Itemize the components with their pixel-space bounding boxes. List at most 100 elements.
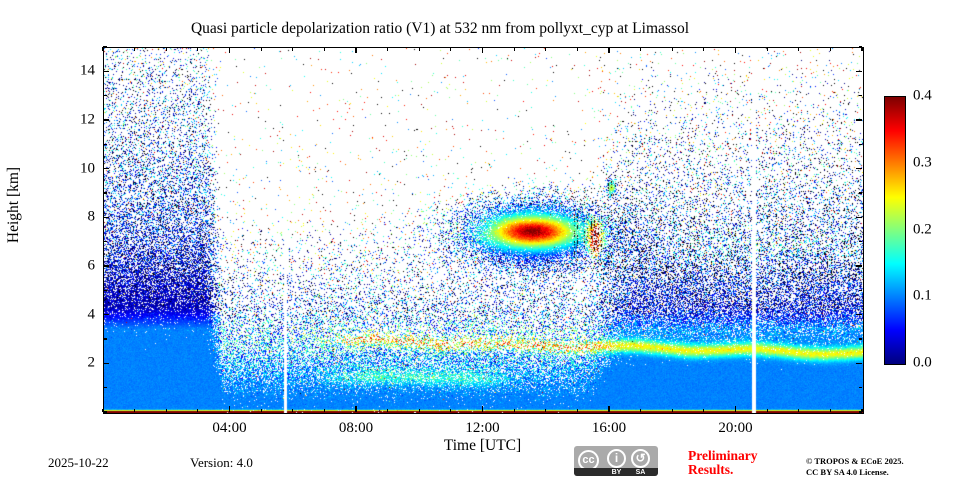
y-tick-label: 8 <box>87 208 96 225</box>
x-tick-minor <box>260 47 262 51</box>
x-tick-mark <box>228 47 231 53</box>
preliminary-line-1: Preliminary <box>688 448 758 463</box>
x-tick-minor <box>102 408 104 412</box>
x-tick-minor <box>418 408 420 412</box>
y-tick-mark <box>856 362 862 365</box>
x-tick-minor <box>165 408 167 412</box>
y-tick-label: 2 <box>87 354 96 371</box>
y-tick-minor <box>858 387 862 389</box>
x-tick-minor <box>387 47 389 51</box>
x-tick-minor <box>134 408 136 412</box>
x-tick-minor <box>640 47 642 51</box>
x-tick-minor <box>450 408 452 412</box>
x-tick-minor <box>576 408 578 412</box>
page-title: Quasi particle depolarization ratio (V1)… <box>190 20 690 37</box>
heatmap-canvas <box>104 48 863 413</box>
y-tick-minor <box>858 411 862 413</box>
x-tick-minor <box>766 408 768 412</box>
x-tick-minor <box>323 47 325 51</box>
y-tick-minor <box>858 192 862 194</box>
y-tick-label: 4 <box>87 306 96 323</box>
colorbar-tick-label: 0.0 <box>913 354 932 371</box>
x-tick-minor <box>861 47 863 51</box>
footer-date: 2025-10-22 <box>48 455 109 470</box>
x-tick-mark <box>734 47 737 53</box>
y-axis-label: Height [km] <box>5 166 23 244</box>
cc-badge-strip <box>574 468 658 476</box>
x-tick-minor <box>165 47 167 51</box>
x-tick-label: 16:00 <box>591 420 627 436</box>
x-tick-minor <box>197 408 199 412</box>
copyright-notice: © TROPOS & ECoE 2025. CC BY SA 4.0 Licen… <box>806 456 904 478</box>
y-tick-label: 12 <box>80 111 95 128</box>
x-tick-label: 08:00 <box>338 420 374 436</box>
cc-logo-text: cc <box>582 454 595 466</box>
cc-sa-label: SA <box>635 469 646 476</box>
y-tick-minor <box>103 46 107 48</box>
x-tick-minor <box>545 47 547 51</box>
y-tick-minor <box>858 241 862 243</box>
y-tick-minor <box>858 289 862 291</box>
y-tick-minor <box>103 95 107 97</box>
y-tick-minor <box>858 338 862 340</box>
cc-by-label: BY <box>611 469 622 476</box>
y-tick-minor <box>103 338 107 340</box>
y-tick-minor <box>858 95 862 97</box>
colorbar <box>884 96 906 365</box>
colorbar-tick-label: 0.4 <box>913 87 932 104</box>
y-tick-mark <box>856 216 862 219</box>
copyright-line-1: © TROPOS & ECoE 2025. <box>806 456 904 466</box>
x-tick-mark <box>481 47 484 53</box>
y-tick-minor <box>103 387 107 389</box>
y-tick-mark <box>856 265 862 267</box>
y-tick-mark <box>856 119 862 121</box>
y-tick-label: 14 <box>80 62 95 79</box>
x-tick-minor <box>798 408 800 412</box>
y-tick-mark <box>856 167 862 170</box>
x-tick-mark <box>355 47 357 53</box>
x-tick-minor <box>671 408 673 412</box>
y-tick-mark <box>103 362 109 365</box>
y-tick-label: 6 <box>87 257 96 274</box>
y-tick-mark <box>103 265 109 267</box>
y-tick-minor <box>103 241 107 243</box>
x-tick-minor <box>134 47 136 51</box>
x-tick-mark <box>228 406 231 412</box>
x-tick-minor <box>829 47 831 51</box>
x-tick-minor <box>292 47 294 51</box>
x-tick-mark <box>734 406 737 412</box>
copyright-line-2: CC BY SA 4.0 License. <box>806 467 889 477</box>
y-tick-minor <box>103 289 107 291</box>
y-tick-mark <box>856 313 862 316</box>
x-tick-minor <box>545 408 547 412</box>
y-tick-mark <box>103 313 109 316</box>
colorbar-tick-label: 0.3 <box>913 154 932 171</box>
x-tick-mark <box>608 47 610 53</box>
x-tick-minor <box>766 47 768 51</box>
x-tick-mark <box>608 406 610 412</box>
y-tick-mark <box>103 70 109 73</box>
x-tick-minor <box>829 408 831 412</box>
y-tick-minor <box>103 411 107 413</box>
cc-sa-share-icon: ↺ <box>631 449 650 468</box>
y-tick-minor <box>103 143 107 145</box>
cc-by-glyph: i <box>614 451 619 465</box>
y-tick-mark <box>103 167 109 170</box>
footer-version: Version: 4.0 <box>190 455 253 470</box>
cc-license-badge[interactable]: cc i ↺ BY SA <box>574 446 658 476</box>
y-tick-minor <box>858 46 862 48</box>
x-tick-mark <box>481 406 484 412</box>
cc-sa-glyph: ↺ <box>635 451 646 465</box>
x-tick-minor <box>671 47 673 51</box>
x-tick-minor <box>102 47 104 51</box>
x-axis-label: Time [UTC] <box>443 437 522 454</box>
y-tick-minor <box>103 192 107 194</box>
x-tick-label: 20:00 <box>718 420 753 436</box>
x-tick-label: 12:00 <box>465 420 500 436</box>
x-tick-minor <box>861 408 863 412</box>
x-tick-minor <box>292 408 294 412</box>
plot-area <box>103 47 864 414</box>
x-tick-minor <box>703 408 705 412</box>
x-tick-minor <box>798 47 800 51</box>
